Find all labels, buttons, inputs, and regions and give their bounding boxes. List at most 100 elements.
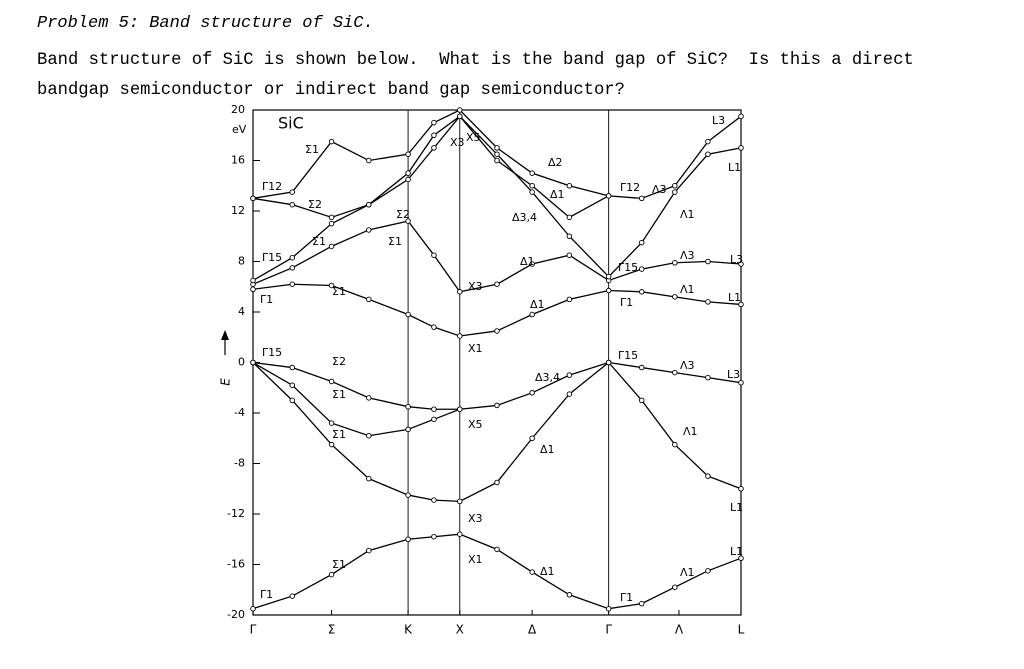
- band-label: Σ2: [308, 198, 322, 211]
- band-point: [405, 536, 411, 543]
- band-point: [738, 145, 744, 151]
- band-point: [638, 600, 645, 607]
- band-point: [705, 151, 711, 157]
- band-point: [672, 441, 678, 448]
- band-point: [638, 195, 645, 202]
- band-label: Γ12: [620, 181, 640, 194]
- band-point: [289, 265, 296, 271]
- band-point: [431, 132, 437, 138]
- band-point: [494, 479, 500, 486]
- band-label: Λ3: [652, 183, 667, 196]
- y-tick-label: 20: [231, 103, 245, 116]
- band-label: Δ1: [540, 443, 555, 456]
- y-axis-label: E: [219, 378, 233, 386]
- band-point: [529, 569, 535, 575]
- band-point: [566, 182, 573, 189]
- band-point: [605, 605, 612, 612]
- band-point: [289, 281, 296, 287]
- y-tick-label: -16: [227, 558, 245, 571]
- band-label: L1: [728, 291, 741, 304]
- band-line: [252, 115, 742, 282]
- band-point: [366, 547, 372, 554]
- band-label: Δ1: [520, 255, 535, 268]
- band-point: [566, 296, 573, 303]
- band-point: [457, 113, 463, 120]
- band-point: [457, 333, 463, 339]
- band-label: X1: [468, 342, 483, 355]
- band-point: [289, 201, 296, 208]
- band-point: [738, 113, 744, 120]
- band-point: [405, 170, 411, 176]
- band-point: [738, 486, 744, 492]
- band-label: Γ1: [620, 591, 633, 604]
- y-unit: eV: [232, 123, 247, 136]
- band-point: [738, 301, 744, 308]
- band-label: Σ1: [388, 235, 402, 248]
- band-point: [566, 252, 573, 258]
- band-point: [605, 193, 612, 199]
- band-point: [328, 378, 335, 385]
- band-point: [289, 364, 296, 371]
- band-point: [738, 261, 744, 267]
- band-label: Γ1: [260, 293, 273, 306]
- band-point: [431, 252, 437, 258]
- band-point: [705, 473, 711, 479]
- band-line: [252, 533, 742, 610]
- band-point: [328, 571, 335, 578]
- band-point: [366, 475, 372, 482]
- band-point: [457, 289, 463, 295]
- band-point: [405, 311, 411, 318]
- band-point: [529, 182, 535, 189]
- band-point: [250, 605, 256, 612]
- band-label: Γ1: [620, 296, 633, 309]
- y-tick-label: 8: [238, 255, 245, 268]
- band-point: [457, 406, 463, 412]
- band-label: L3: [727, 368, 740, 381]
- band-point: [405, 218, 411, 224]
- band-point: [672, 369, 678, 376]
- band-point: [672, 260, 678, 266]
- x-tick-label: Σ: [328, 623, 336, 637]
- band-point: [672, 189, 678, 195]
- band-label: Λ3: [680, 249, 695, 262]
- band-point: [366, 432, 372, 439]
- band-label: Δ3,4: [512, 211, 537, 224]
- band-point: [328, 220, 335, 227]
- band-point: [289, 382, 296, 388]
- band-point: [366, 296, 372, 303]
- band-point: [328, 214, 335, 221]
- band-point: [457, 498, 463, 505]
- band-point: [638, 397, 645, 404]
- band-label: L1: [730, 545, 743, 558]
- band-label: L3: [712, 114, 725, 127]
- band-point: [405, 403, 411, 410]
- band-label: Σ1: [332, 428, 346, 441]
- band-point: [638, 289, 645, 295]
- band-point: [431, 119, 437, 126]
- x-tick-label: X: [456, 623, 464, 637]
- band-label: X3: [468, 512, 483, 525]
- band-point: [405, 176, 411, 183]
- band-point: [494, 328, 500, 334]
- band-label: Σ1: [332, 558, 346, 571]
- band-point: [366, 201, 372, 208]
- band-point: [405, 426, 411, 433]
- band-line: [252, 361, 460, 410]
- band-point: [638, 364, 645, 371]
- y-tick-label: 4: [238, 305, 245, 318]
- band-point: [289, 397, 296, 404]
- band-point: [738, 555, 744, 561]
- band-label: Γ12: [262, 180, 282, 193]
- x-tick-label: Γ: [250, 623, 257, 637]
- band-point: [328, 243, 335, 250]
- y-tick-label: 12: [231, 204, 245, 217]
- band-label: Δ3,4: [535, 371, 560, 384]
- band-label: Σ1: [305, 143, 319, 156]
- band-label: Δ1: [550, 188, 565, 201]
- band-point: [605, 287, 612, 294]
- band-point: [328, 441, 335, 448]
- band-point: [457, 531, 463, 537]
- x-tick-label: K: [404, 623, 413, 637]
- band-point: [566, 592, 573, 598]
